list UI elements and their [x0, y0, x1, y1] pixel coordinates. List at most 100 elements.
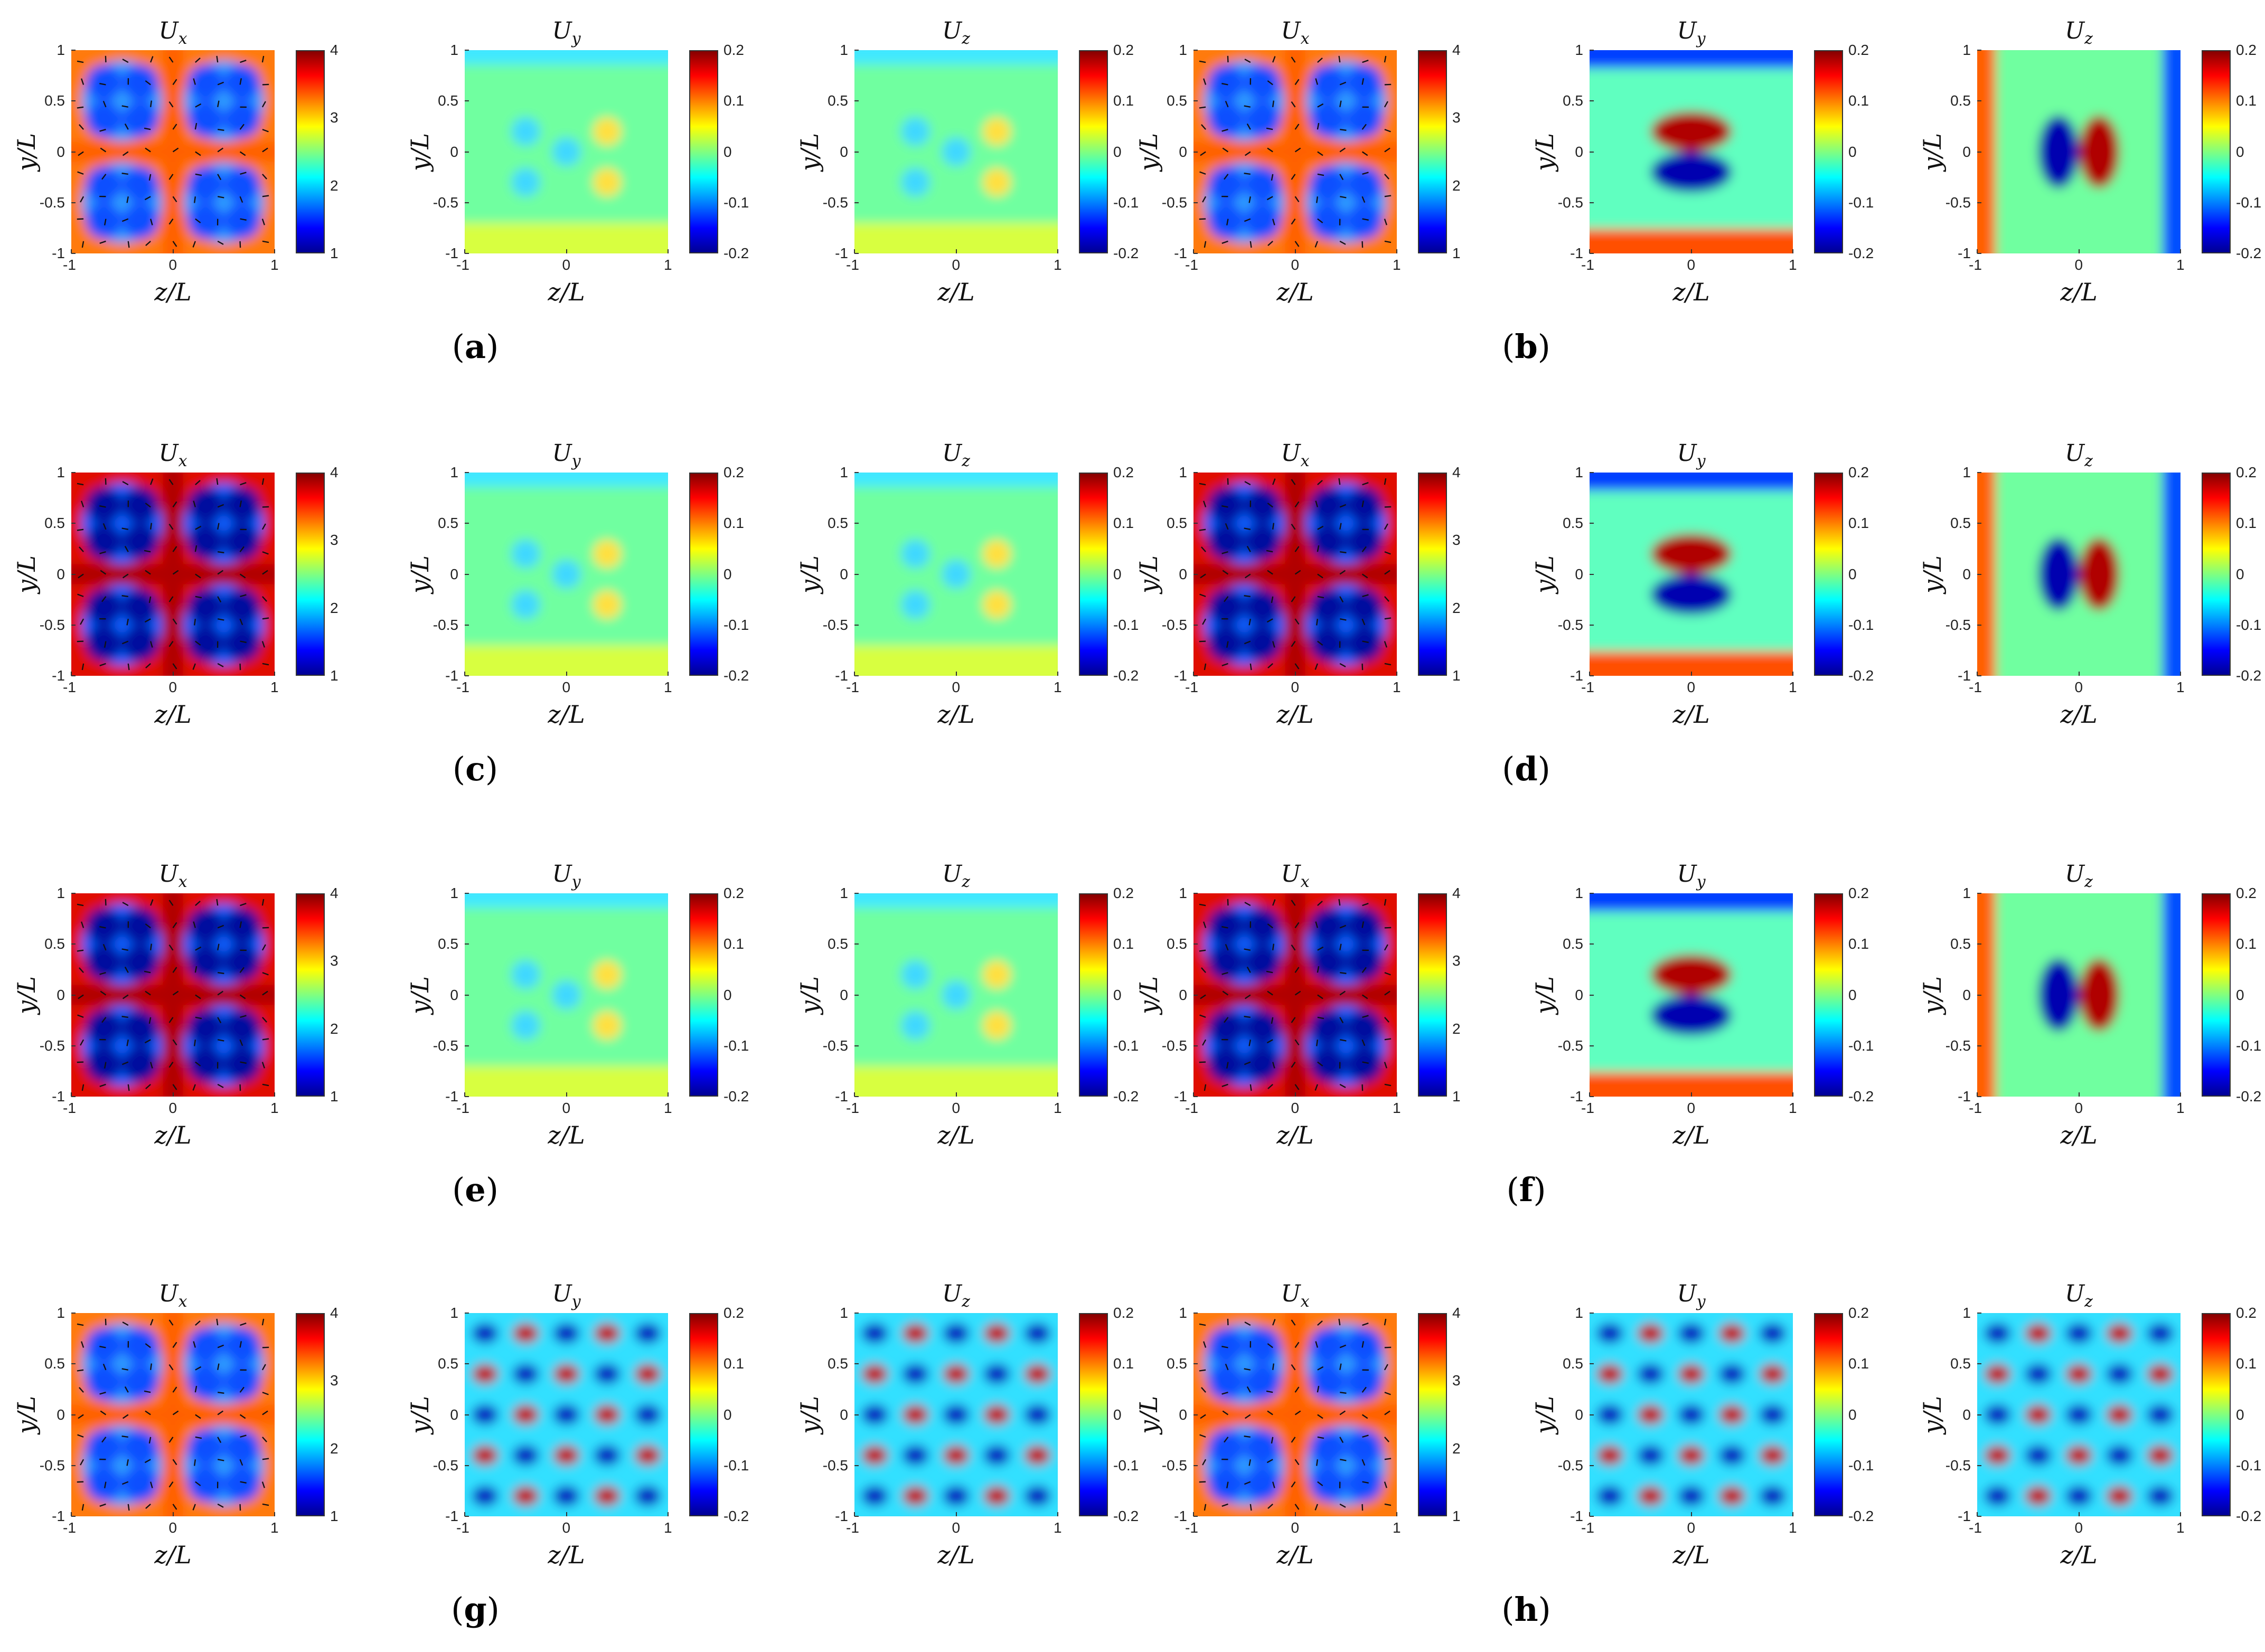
x-axis-label: z/L: [1276, 1541, 1314, 1569]
quiver-arrow: [1271, 1437, 1274, 1444]
quiver-arrow: [261, 641, 265, 648]
quiver-arrow: [1199, 528, 1206, 531]
heatmap-blob: [2147, 1323, 2174, 1344]
panel-caption: (e): [452, 1170, 499, 1209]
colorbar-tick-label: 0: [2236, 986, 2244, 1003]
y-tick-label: 0: [1962, 986, 1971, 1003]
quiver-arrow: [1244, 1414, 1251, 1419]
heatmap-svg: [465, 50, 668, 253]
y-tick-mark: [71, 573, 76, 575]
colorbar-tick-label: 1: [330, 1508, 339, 1524]
heatmap-blob: [511, 590, 540, 619]
heatmap-lobe: [223, 523, 261, 560]
title-subscript: x: [178, 451, 187, 470]
quiver-arrow: [1199, 171, 1206, 175]
y-tick-label: 0.5: [828, 936, 848, 952]
quiver-arrow: [77, 949, 84, 952]
y-tick-label: -0.5: [1945, 1037, 1971, 1054]
quiver-arrow: [1294, 241, 1300, 247]
y-tick-label: 0: [1575, 1406, 1583, 1423]
heatmap-blob: [594, 1364, 621, 1384]
panel-title: Uy: [552, 440, 580, 470]
heatmap-plot: [854, 893, 1058, 1097]
heatmap-blob: [942, 560, 971, 589]
heatmap-lobe: [223, 1009, 261, 1046]
y-tick-label: -1: [1174, 667, 1187, 684]
quiver-arrow: [150, 1363, 152, 1370]
heatmap-lobe: [1309, 1327, 1346, 1364]
quiver-arrow: [122, 994, 129, 999]
y-axis-label: y/L: [795, 133, 824, 171]
quiver-arrow: [100, 1410, 107, 1415]
quiver-arrow: [1340, 551, 1347, 553]
colorbar-tick-label: -0.1: [2236, 1457, 2262, 1474]
quiver-arrow: [1384, 944, 1388, 951]
heatmap-lobe: [1346, 1045, 1383, 1083]
quiver-arrow: [1244, 59, 1251, 63]
heatmap-blob: [902, 1445, 929, 1466]
quiver-arrow: [148, 174, 152, 181]
quiver-arrow: [168, 1364, 174, 1371]
quiver-arrow: [218, 129, 224, 131]
quiver-arrow: [150, 1319, 154, 1326]
x-tick-mark: [1792, 672, 1793, 676]
y-axis-label: y/L: [1134, 555, 1163, 593]
quiver-arrow: [1339, 943, 1342, 951]
x-tick-mark: [2078, 672, 2080, 676]
quiver-arrow: [1221, 663, 1228, 666]
quiver-arrow: [1199, 218, 1206, 220]
quiver-arrow: [217, 596, 222, 603]
quiver-arrow: [1362, 594, 1369, 597]
heatmap-lobe: [85, 1327, 123, 1364]
quiver-arrow: [1222, 147, 1229, 153]
quiver-arrow: [172, 1084, 177, 1090]
y-tick-mark: [465, 1313, 469, 1314]
heatmap-plot: [465, 893, 668, 1097]
quiver-arrow: [1244, 1368, 1251, 1371]
y-tick-label: 1: [1575, 885, 1583, 901]
quiver-arrow: [1246, 545, 1251, 552]
heatmap-lobe: [1309, 486, 1346, 524]
colorbar-tick-label: 4: [330, 42, 339, 58]
caption-letter: d: [1515, 750, 1538, 788]
quiver-arrow: [1246, 123, 1251, 130]
heatmap-blob: [512, 1445, 539, 1466]
heatmap-blob: [901, 1011, 930, 1040]
quiver-arrow: [1266, 970, 1273, 974]
heatmap-svg: [1193, 473, 1397, 676]
colorbar-tick-label: -0.1: [1113, 616, 1139, 633]
x-tick-mark: [1589, 1092, 1590, 1097]
x-tick-label: 0: [2074, 257, 2083, 273]
heatmap-lobe: [1207, 202, 1245, 240]
heatmap-negative-lobe: [2038, 115, 2079, 188]
y-tick-mark: [1193, 994, 1198, 996]
y-tick-label: 0: [1575, 565, 1583, 582]
y-tick-label: 0.5: [1167, 1355, 1187, 1372]
quiver-arrow: [1317, 946, 1324, 951]
x-tick-mark: [1792, 249, 1793, 253]
panel-title: Uy: [552, 1280, 580, 1311]
quiver-arrow: [144, 618, 151, 623]
heatmap-lobe: [1309, 166, 1346, 203]
colorbar-tick-label: 0.1: [1113, 92, 1134, 109]
y-tick-mark: [1590, 523, 1594, 524]
quiver-arrow: [1384, 641, 1387, 648]
quiver-arrow: [1384, 663, 1392, 666]
x-tick-label: -1: [1581, 1100, 1594, 1116]
colorbar: [296, 1313, 325, 1516]
y-tick-label: 0: [450, 1406, 458, 1423]
heatmap-blob: [634, 1323, 661, 1344]
quiver-arrow: [1339, 1344, 1347, 1348]
heatmap-lobe: [187, 166, 224, 203]
y-tick-label: -1: [445, 1088, 458, 1105]
quiver-arrow: [1362, 218, 1369, 221]
x-tick-mark: [172, 1092, 174, 1097]
quiver-arrow: [104, 1062, 107, 1069]
quiver-arrow: [195, 480, 201, 485]
quiver-arrow: [217, 196, 224, 199]
quiver-arrow: [194, 196, 196, 203]
panel-title: Uz: [942, 440, 970, 470]
heatmap-svg: [1590, 473, 1793, 676]
heatmap-lobe: [85, 907, 123, 945]
quiver-arrow: [1225, 1363, 1229, 1371]
